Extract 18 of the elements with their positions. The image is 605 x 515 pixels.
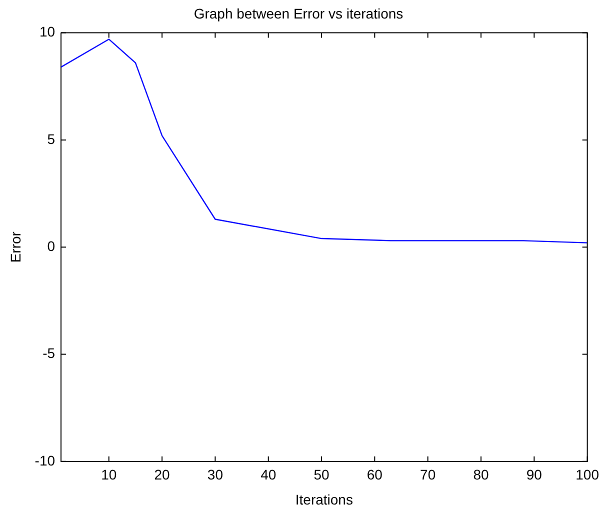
y-tick-label: 5 [47,130,56,147]
y-axis-title: Error [7,231,24,263]
x-tick-label: 50 [314,466,330,483]
y-tick-label: 0 [47,238,56,254]
x-tick-label: 20 [154,466,170,483]
x-tick-label: 100 [576,466,600,483]
x-axis-title: Iterations [295,491,353,508]
x-tick-label: 80 [473,466,489,483]
x-tick-label: 60 [366,466,383,483]
x-tick-label: 30 [207,466,224,483]
x-tick-label: 70 [420,466,436,483]
y-tick-label: -10 [34,452,56,468]
x-tick-label: 40 [260,466,276,483]
x-tick-label: 90 [526,466,542,483]
x-tick-label: 10 [101,466,117,483]
chart-title: Graph between Error vs iterations [194,5,404,22]
y-tick-label: -5 [42,345,56,362]
y-tick-label: 10 [39,24,56,40]
